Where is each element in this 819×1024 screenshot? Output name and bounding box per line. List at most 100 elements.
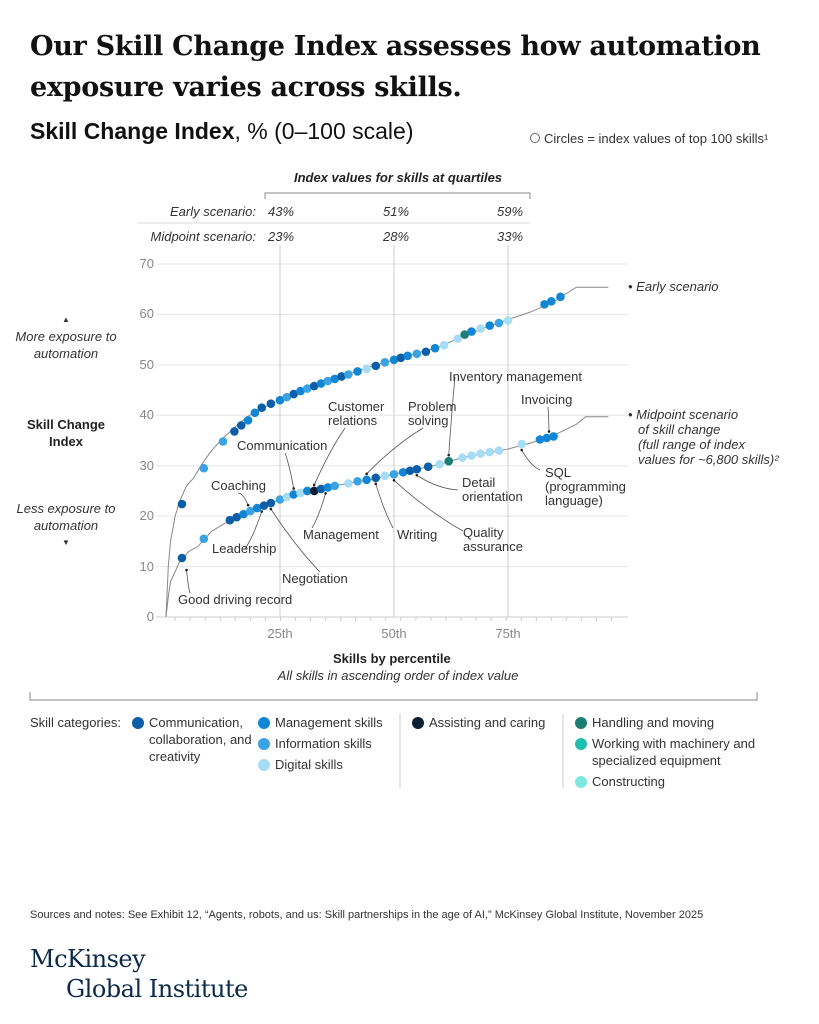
annotation-pointer — [374, 482, 378, 486]
skill-point — [430, 343, 440, 353]
more-exposure-label: ▲ More exposure to automation — [11, 311, 121, 362]
x-tick-label: 50th — [381, 626, 407, 641]
annotation-leader — [393, 479, 464, 532]
legend-swatch — [575, 717, 587, 729]
skill-point — [275, 495, 285, 504]
legend-swatch — [258, 717, 270, 729]
skill-point — [362, 475, 371, 485]
skill-point — [282, 392, 292, 402]
logo-line-1: McKinsey — [30, 945, 146, 973]
x-tick-label: 25th — [267, 626, 293, 641]
skill-point — [371, 361, 381, 371]
annotation-label: Coaching — [211, 478, 266, 493]
legend-text: Constructing — [592, 774, 665, 789]
skill-point — [266, 498, 276, 508]
legend-swatch — [132, 717, 144, 729]
skill-point — [467, 327, 476, 336]
circle-icon — [530, 133, 540, 143]
midpoint-q3: 33% — [497, 229, 524, 244]
annotation-pointer — [392, 478, 396, 482]
skill-point — [296, 488, 305, 498]
down-arrow-icon: ▼ — [62, 538, 70, 547]
subtitle-bold: Skill Change Index — [30, 118, 235, 144]
skill-point — [199, 463, 209, 473]
early-curve — [165, 286, 609, 618]
legend-text: Assisting and caring — [429, 715, 546, 730]
legend-text: Working with machinery and specialized e… — [592, 736, 756, 768]
skill-point — [494, 318, 504, 328]
skill-point — [467, 451, 476, 460]
skill-point — [540, 300, 549, 309]
legend-bracket — [29, 692, 758, 701]
skill-point — [316, 379, 326, 388]
skill-point — [199, 534, 209, 544]
skill-point — [353, 477, 362, 486]
skill-point — [460, 330, 469, 339]
legend-label: Skill categories: — [30, 715, 122, 730]
annotation-leader — [448, 376, 456, 456]
legend-item-digital: Digital skills — [258, 756, 343, 773]
annotation-label: Communication — [237, 438, 328, 453]
more-exposure-text: More exposure to automation — [15, 329, 117, 361]
annotation-leader — [284, 452, 295, 489]
skill-point — [476, 324, 485, 333]
skill-point — [503, 316, 513, 325]
quartile-bracket — [264, 192, 531, 199]
skill-point — [403, 351, 412, 361]
legend-text: Communication, collaboration, and creati… — [149, 715, 252, 764]
skill-point — [230, 427, 239, 436]
skill-point — [316, 484, 326, 494]
subtitle-rest: , % (0–100 scale) — [234, 118, 414, 144]
skill-point — [252, 503, 262, 513]
skill-point — [323, 483, 333, 492]
annotation-leader — [366, 427, 424, 475]
midpoint-q1: 23% — [268, 229, 295, 244]
less-exposure-label: Less exposure to automation ▼ — [11, 500, 121, 551]
sources-note: Sources and notes: See Exhibit 12, “Agen… — [30, 909, 704, 921]
annotation-pointer — [312, 483, 316, 487]
midpoint-q2: 28% — [383, 229, 410, 244]
annotation-label: Customer relations — [328, 399, 385, 428]
skill-point — [330, 481, 340, 491]
annotation-leader — [186, 570, 191, 594]
annotation-pointer — [447, 453, 451, 457]
skill-point — [517, 439, 526, 449]
skill-point — [476, 449, 485, 458]
legend-text: Management skills — [275, 715, 383, 730]
annotation-label: Negotiation — [282, 571, 348, 586]
legend-item-assisting: Assisting and caring — [412, 714, 545, 731]
x-axis-subtitle: All skills in ascending order of index v… — [277, 668, 519, 683]
circles-note: Circles = index values of top 100 skills… — [530, 131, 768, 146]
y-tick-label: 20 — [139, 508, 154, 524]
legend-text: Information skills — [275, 736, 372, 751]
annotation-pointer — [246, 503, 250, 507]
annotation-pointer — [415, 473, 419, 477]
less-exposure-text: Less exposure to automation — [16, 501, 116, 533]
early-q3: 59% — [497, 204, 524, 219]
skill-point — [303, 486, 312, 496]
skill-point — [389, 469, 399, 479]
logo-line-2: Global Institute — [66, 975, 248, 1003]
mckinsey-logo: McKinsey Global Institute — [30, 944, 248, 1004]
legend-text: Handling and moving — [592, 715, 715, 730]
skill-point — [380, 471, 390, 481]
skill-point — [405, 466, 415, 476]
legend-swatch — [575, 738, 587, 750]
annotation-leader — [270, 508, 321, 573]
legend-swatch — [575, 776, 587, 788]
quartile-heading: Index values for skills at quartiles — [293, 170, 503, 185]
skill-point — [371, 473, 381, 483]
skill-point — [177, 499, 187, 509]
skill-point — [458, 453, 467, 462]
annotation-label: Invoicing — [521, 392, 573, 407]
annotation-label: Problem solving — [408, 399, 457, 428]
skill-point — [412, 349, 422, 359]
annotation-label: Detail orientation — [462, 475, 523, 504]
legend-item-machinery: Working with machinery and specialized e… — [575, 735, 777, 769]
skill-point — [309, 381, 319, 391]
midpoint-row-label: Midpoint scenario: — [150, 229, 257, 244]
y-tick-label: 30 — [139, 457, 154, 473]
legend-swatch — [258, 759, 270, 771]
